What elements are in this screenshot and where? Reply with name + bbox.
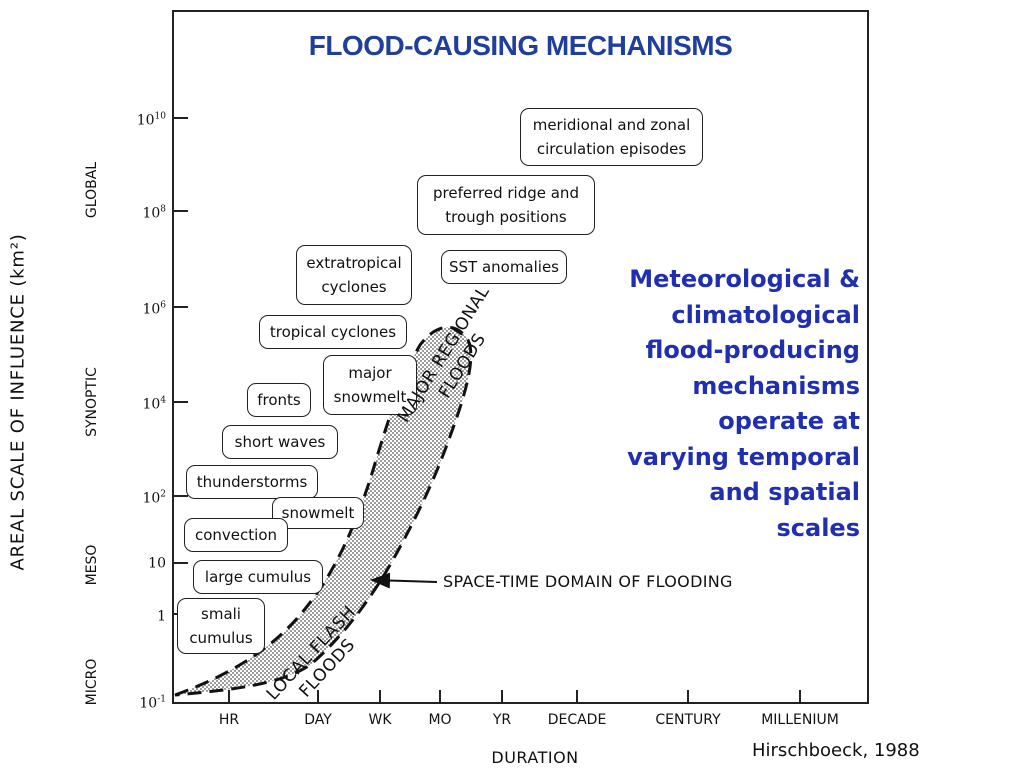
x-tick-label: DECADE (547, 712, 607, 728)
y-region-synoptic: SYNOPTIC (84, 367, 100, 437)
x-tick-marks (228, 690, 801, 703)
y-tick-label: 10 (148, 555, 166, 572)
mechanism-extratropical-cyclones: extratropical cyclones (296, 245, 412, 305)
y-tick-label: 106 (142, 300, 166, 318)
x-tick-label: CENTURY (655, 712, 721, 728)
mechanism-thunderstorms: thunderstorms (186, 465, 318, 499)
mechanism-major-snowmelt: major snowmelt (323, 355, 417, 415)
y-axis-label: AREAL SCALE OF INFLUENCE (km²) (7, 233, 29, 571)
mechanism-line: snowmelt (333, 388, 407, 406)
y-tick-label: 102 (142, 489, 166, 507)
mechanism-short-waves: short waves (222, 425, 338, 459)
y-tick-label: 1 (157, 608, 166, 625)
mechanism-line: smali (201, 605, 241, 623)
mechanism-line: circulation episodes (536, 140, 687, 158)
mechanism-small-cumulus: smali cumulus (177, 598, 265, 654)
mechanism-meridional-zonal: meridional and zonal circulation episode… (520, 108, 703, 166)
y-tick-label: 10-1 (139, 694, 166, 712)
mechanism-fronts: fronts (247, 383, 311, 417)
side-note: Meteorological & climatological flood-pr… (627, 265, 860, 542)
mechanism-line: trough positions (445, 208, 567, 226)
mechanism-sst-anomalies: SST anomalies (441, 250, 567, 284)
mechanism-line: preferred ridge and (433, 184, 579, 202)
x-tick-label: HR (218, 712, 240, 728)
mechanism-line: cyclones (321, 278, 387, 296)
mechanism-large-cumulus: large cumulus (193, 560, 323, 594)
mechanism-convection: convection (184, 518, 288, 552)
y-region-meso: MESO (84, 544, 100, 586)
y-region-micro: MICRO (84, 658, 100, 706)
x-tick-label: YR (492, 712, 512, 728)
y-region-global: GLOBAL (84, 161, 100, 219)
mechanism-line: meridional and zonal (532, 116, 691, 134)
domain-annotation: SPACE-TIME DOMAIN OF FLOODING (443, 572, 733, 591)
mechanism-tropical-cyclones: tropical cyclones (259, 315, 407, 349)
mechanism-line: major (348, 364, 392, 382)
flood-domain-shape (174, 325, 473, 697)
y-tick-label: 104 (142, 395, 166, 413)
figure-frame (172, 10, 869, 704)
mechanism-line: extratropical (306, 254, 402, 272)
y-tick-label: 1010 (136, 111, 166, 129)
mechanism-ridge-trough: preferred ridge and trough positions (417, 175, 595, 235)
x-axis-label: DURATION (491, 748, 579, 767)
y-tick-marks (172, 117, 188, 615)
x-tick-label: MILLENIUM (761, 712, 839, 728)
x-tick-label: MO (428, 712, 452, 728)
x-tick-label: WK (368, 712, 392, 728)
x-tick-label: DAY (304, 712, 332, 728)
domain-pointer-arrow (370, 572, 438, 589)
source-credit: Hirschboeck, 1988 (752, 740, 920, 761)
page-title: FLOOD-CAUSING MECHANISMS (308, 30, 733, 61)
mechanism-line: cumulus (189, 629, 253, 647)
y-tick-label: 108 (142, 204, 166, 222)
